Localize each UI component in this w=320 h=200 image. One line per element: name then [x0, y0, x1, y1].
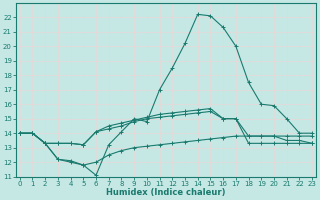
X-axis label: Humidex (Indice chaleur): Humidex (Indice chaleur) [106, 188, 226, 197]
